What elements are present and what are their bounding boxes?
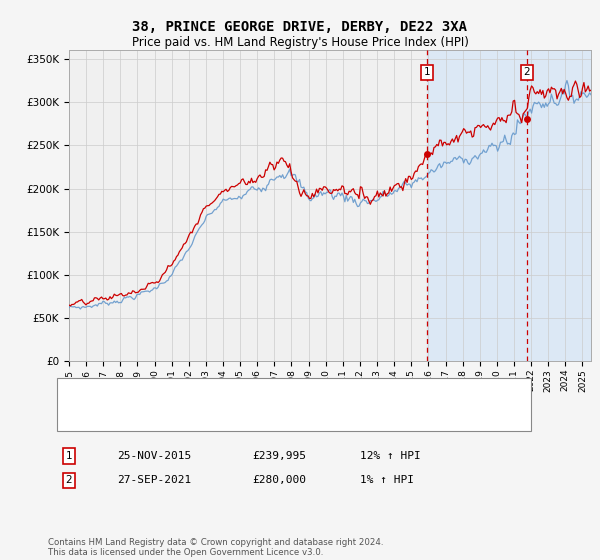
Text: 25-NOV-2015: 25-NOV-2015 <box>117 451 191 461</box>
Text: 1: 1 <box>424 67 430 77</box>
Bar <box>427 50 591 361</box>
Text: HPI: Average price, detached house, City of Derby: HPI: Average price, detached house, City… <box>111 410 361 420</box>
Text: Contains HM Land Registry data © Crown copyright and database right 2024.
This d: Contains HM Land Registry data © Crown c… <box>48 538 383 557</box>
Text: 1% ↑ HPI: 1% ↑ HPI <box>360 475 414 486</box>
Text: 27-SEP-2021: 27-SEP-2021 <box>117 475 191 486</box>
Text: 38, PRINCE GEORGE DRIVE, DERBY, DE22 3XA (detached house): 38, PRINCE GEORGE DRIVE, DERBY, DE22 3XA… <box>111 389 432 399</box>
Text: 1: 1 <box>65 451 73 461</box>
Text: 2: 2 <box>65 475 73 486</box>
Text: 38, PRINCE GEORGE DRIVE, DERBY, DE22 3XA: 38, PRINCE GEORGE DRIVE, DERBY, DE22 3XA <box>133 20 467 34</box>
Text: £239,995: £239,995 <box>252 451 306 461</box>
Text: 2: 2 <box>524 67 530 77</box>
Text: Price paid vs. HM Land Registry's House Price Index (HPI): Price paid vs. HM Land Registry's House … <box>131 36 469 49</box>
Text: £280,000: £280,000 <box>252 475 306 486</box>
Text: 12% ↑ HPI: 12% ↑ HPI <box>360 451 421 461</box>
